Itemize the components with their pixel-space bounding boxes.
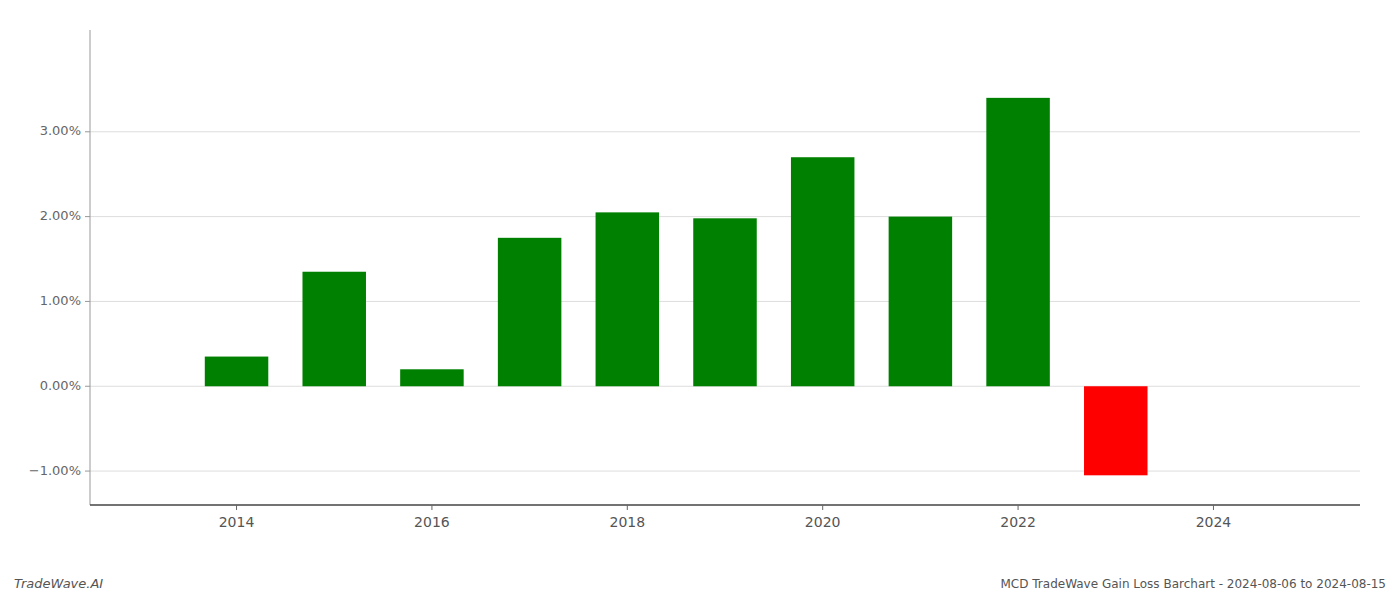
x-tick bbox=[1018, 505, 1019, 510]
bar bbox=[302, 272, 366, 387]
x-tick-label: 2018 bbox=[609, 514, 645, 530]
x-tick-label: 2024 bbox=[1196, 514, 1232, 530]
x-axis: 2014 2016 2018 2020 2022 2024 bbox=[90, 505, 1360, 530]
grid-line bbox=[90, 216, 1360, 217]
bars bbox=[205, 98, 1148, 475]
y-tick-label: 0.00% bbox=[40, 378, 81, 393]
bar bbox=[693, 218, 757, 386]
x-tick bbox=[627, 505, 628, 510]
watermark: TradeWave.AI bbox=[14, 576, 103, 591]
x-tick bbox=[236, 505, 237, 510]
x-tick bbox=[822, 505, 823, 510]
y-tick bbox=[85, 301, 90, 302]
y-tick-label: 1.00% bbox=[40, 293, 81, 308]
bar bbox=[986, 98, 1050, 386]
y-tick bbox=[85, 386, 90, 387]
y-tick-label: −1.00% bbox=[29, 463, 81, 478]
y-tick-label: 2.00% bbox=[40, 208, 81, 223]
x-tick bbox=[431, 505, 432, 510]
bar bbox=[791, 157, 855, 386]
x-tick bbox=[1213, 505, 1214, 510]
title: MCD TradeWave Gain Loss Barchart - 2024-… bbox=[1001, 577, 1387, 591]
x-axis-line bbox=[90, 504, 1360, 506]
y-axis: −1.00% 0.00% 1.00% 2.00% 3.00% bbox=[29, 30, 90, 505]
bar bbox=[400, 369, 464, 386]
y-tick-label: 3.00% bbox=[40, 123, 81, 138]
x-tick-label: 2016 bbox=[414, 514, 450, 530]
x-tick-label: 2020 bbox=[805, 514, 841, 530]
bar bbox=[1084, 386, 1148, 475]
x-tick-label: 2022 bbox=[1000, 514, 1036, 530]
bar bbox=[889, 217, 953, 387]
chart-container: −1.00%0.00%1.00%2.00%3.00%20142016201820… bbox=[0, 0, 1400, 600]
bar bbox=[205, 357, 268, 387]
y-tick bbox=[85, 471, 90, 472]
bar bbox=[498, 238, 561, 386]
grid-line bbox=[90, 471, 1360, 472]
grid bbox=[90, 132, 1360, 471]
y-tick bbox=[85, 131, 90, 132]
y-tick bbox=[85, 216, 90, 217]
chart-svg: −1.00%0.00%1.00%2.00%3.00%20142016201820… bbox=[0, 0, 1400, 600]
x-tick-label: 2014 bbox=[219, 514, 255, 530]
bar bbox=[596, 212, 660, 386]
y-axis-line bbox=[90, 30, 91, 505]
grid-line bbox=[90, 131, 1360, 132]
